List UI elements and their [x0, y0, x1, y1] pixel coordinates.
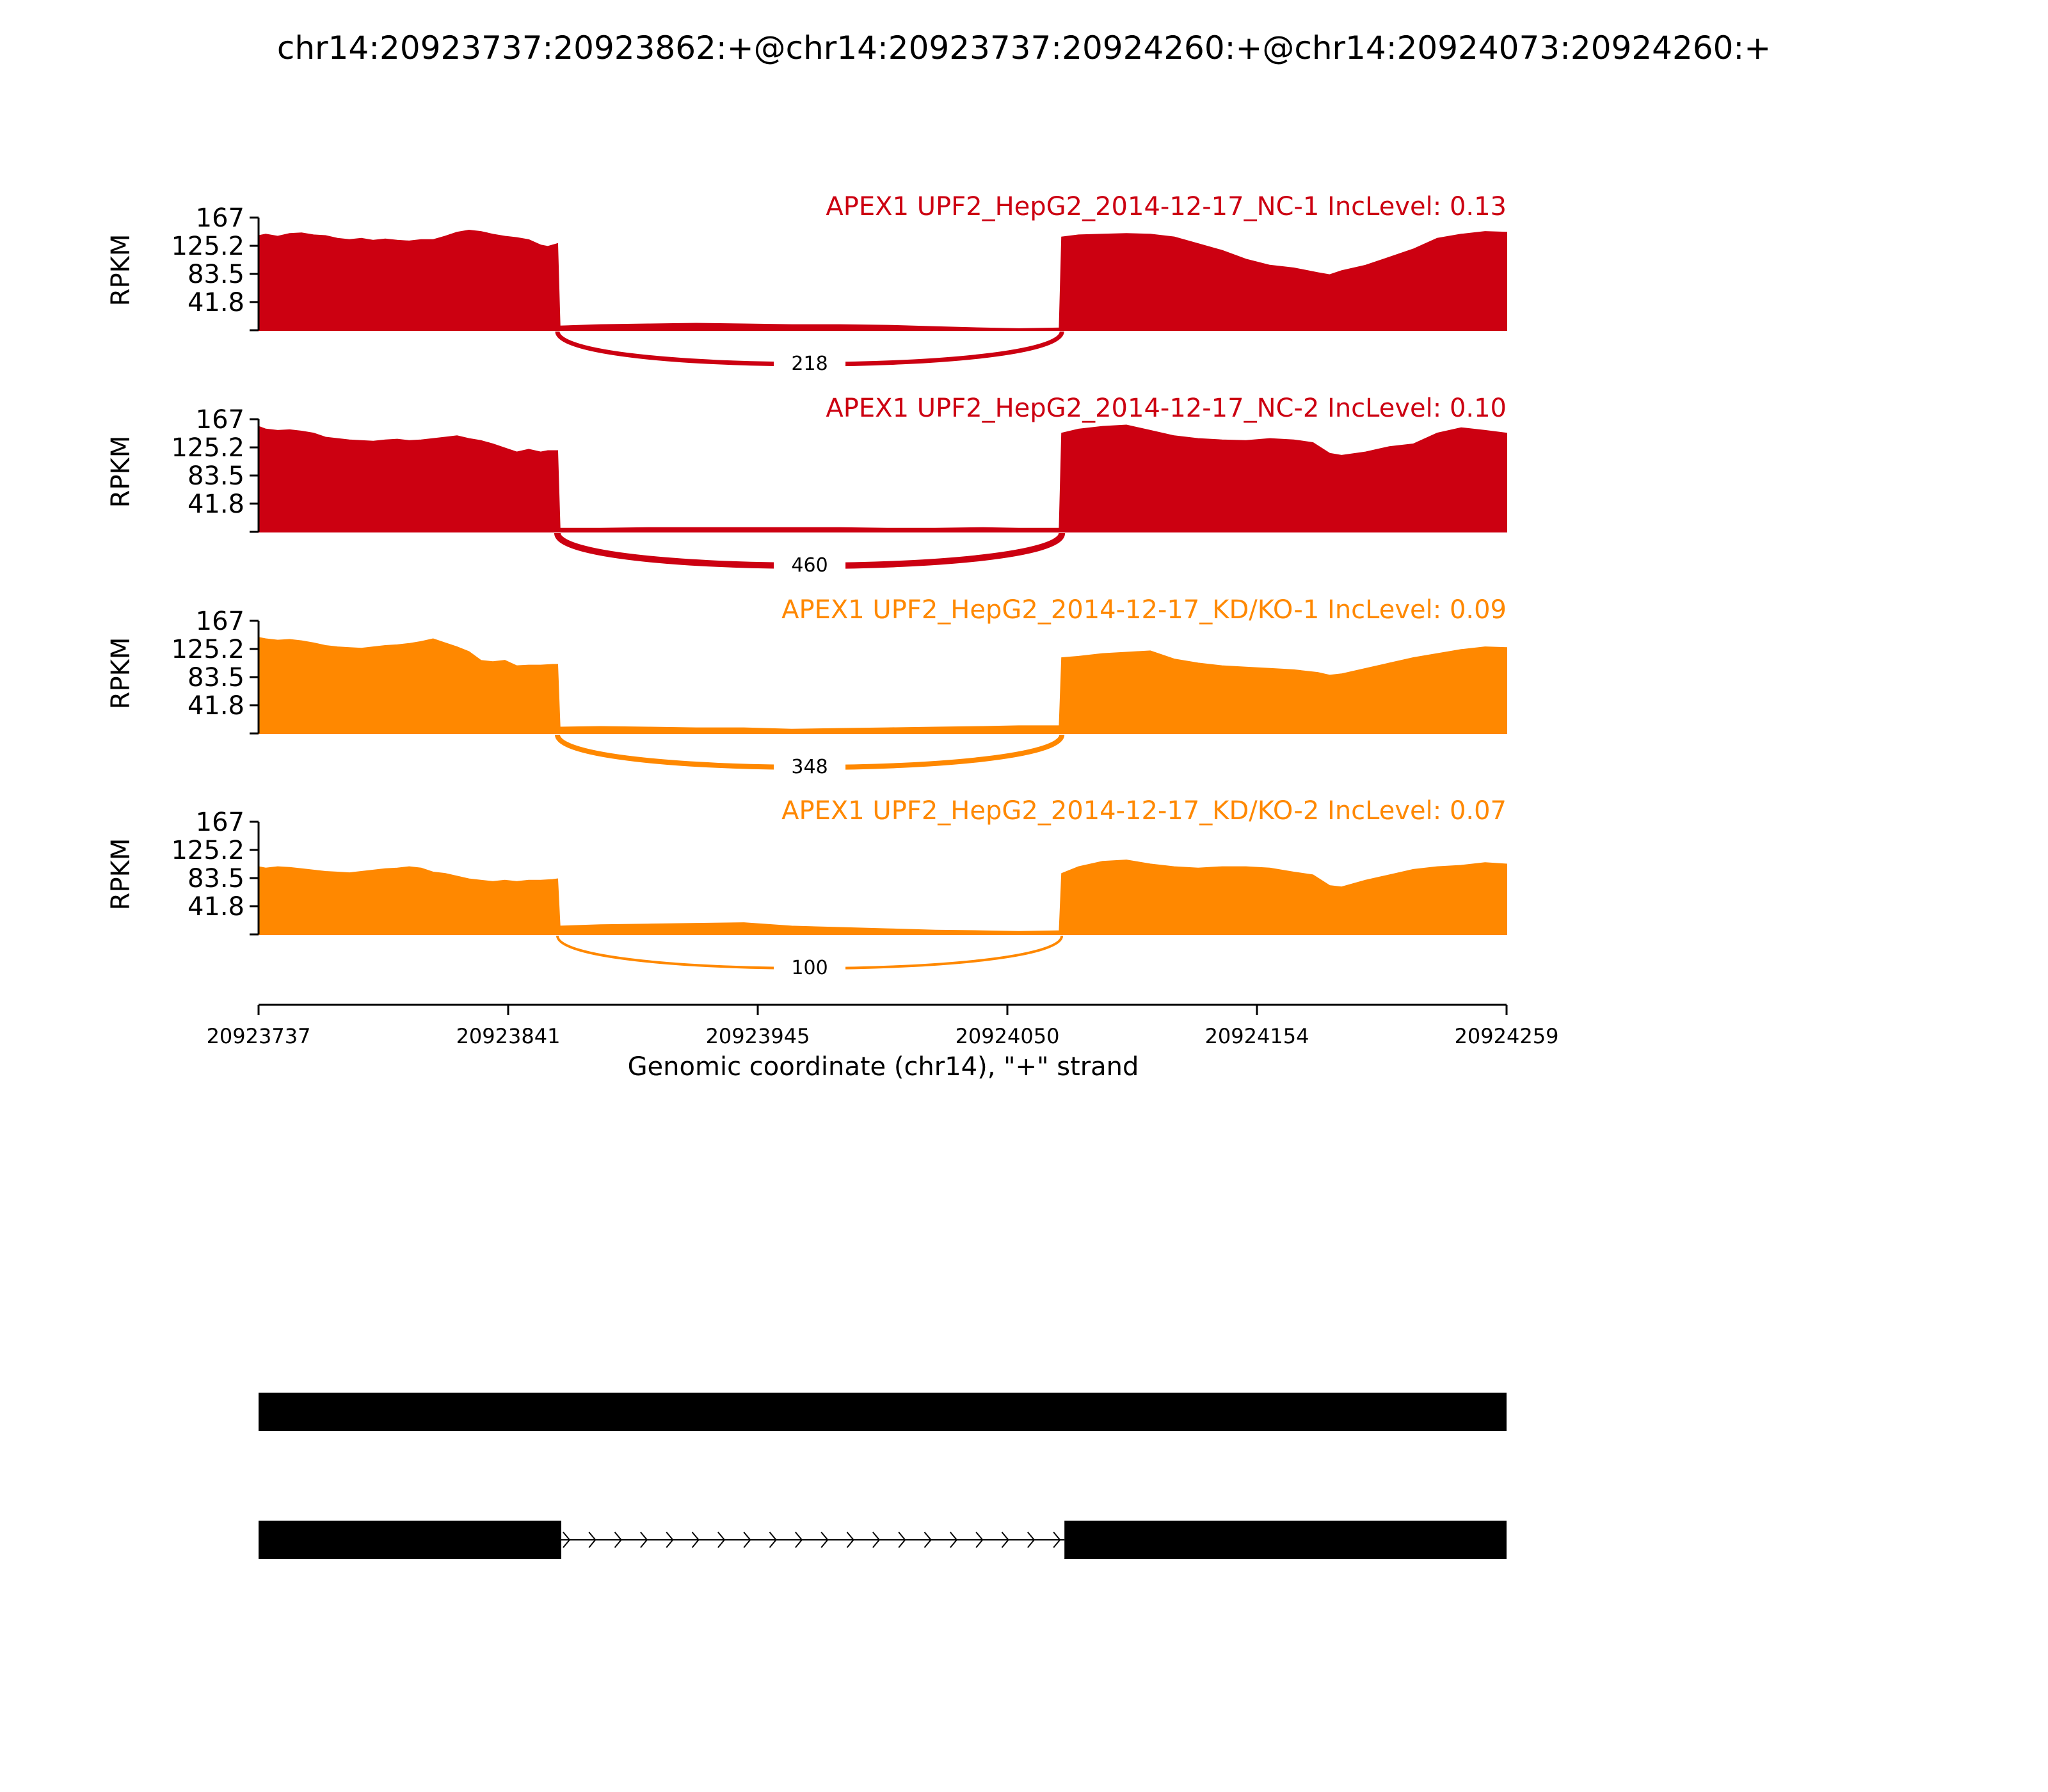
x-axis: 20923737 20923841 20923945 20924050 20924154…	[207, 1004, 1559, 1048]
sample-label: APEX1 UPF2_HepG2_2014-12-17_KD/KO-2 IncL…	[781, 796, 1507, 826]
y-tick-label: 83.5	[188, 864, 244, 893]
x-tick-label: 20923841	[456, 1024, 561, 1048]
gene-model	[259, 1393, 1507, 1559]
sample-label: APEX1 UPF2_HepG2_2014-12-17_NC-1 IncLeve…	[826, 192, 1507, 221]
junction-count: 218	[791, 353, 828, 375]
coverage-area	[258, 860, 1507, 935]
y-axis-label: RPKM	[106, 637, 136, 710]
x-axis-label: Genomic coordinate (chr14), "+" strand	[628, 1052, 1139, 1082]
strand-arrow	[666, 1532, 674, 1548]
isoform-bar-full	[259, 1393, 1507, 1431]
chart-title: chr14:20923737:20923862:+@chr14:20923737…	[277, 29, 1771, 67]
coverage-area	[258, 424, 1507, 532]
strand-arrow	[872, 1532, 881, 1548]
y-tick-label: 41.8	[188, 691, 244, 721]
y-tick-label: 125.2	[171, 433, 244, 463]
y-tick-label: 83.5	[188, 461, 244, 491]
y-tick-label: 41.8	[188, 490, 244, 519]
y-tick-label: 83.5	[188, 260, 244, 289]
y-tick-label: 125.2	[171, 635, 244, 664]
y-tick-label: 167	[196, 204, 244, 233]
strand-arrow	[563, 1532, 571, 1548]
strand-arrow	[717, 1532, 726, 1548]
y-axis-label: RPKM	[106, 436, 136, 508]
strand-arrow	[588, 1532, 596, 1548]
strand-arrow	[898, 1532, 906, 1548]
y-axis-label: RPKM	[106, 234, 136, 307]
strand-arrow	[1053, 1532, 1061, 1548]
sample-label: APEX1 UPF2_HepG2_2014-12-17_KD/KO-1 IncL…	[781, 595, 1507, 625]
strand-arrow	[924, 1532, 932, 1548]
x-tick-label: 20924154	[1205, 1024, 1309, 1048]
junction-count: 460	[791, 554, 828, 577]
strand-arrow	[975, 1532, 984, 1548]
strand-arrow	[950, 1532, 958, 1548]
exon-block	[259, 1521, 561, 1559]
strand-arrow	[614, 1532, 622, 1548]
y-tick-label: 167	[196, 808, 244, 837]
y-tick-label: 125.2	[171, 232, 244, 261]
y-tick-label: 167	[196, 607, 244, 636]
strand-arrow	[743, 1532, 751, 1548]
x-tick-label: 20924259	[1455, 1024, 1559, 1048]
junction-count-box	[774, 751, 846, 780]
y-tick-label: 167	[196, 405, 244, 435]
sample-label: APEX1 UPF2_HepG2_2014-12-17_NC-2 IncLeve…	[826, 394, 1507, 423]
strand-arrow	[1001, 1532, 1009, 1548]
coverage-area	[258, 229, 1507, 331]
junction-count-box	[774, 348, 846, 376]
strand-arrow	[640, 1532, 648, 1548]
strand-arrow	[1027, 1532, 1036, 1548]
strand-arrow	[795, 1532, 803, 1548]
exon-block	[1064, 1521, 1507, 1559]
junction-count: 100	[791, 957, 828, 979]
x-tick-label: 20923945	[706, 1024, 810, 1048]
coverage-area	[258, 637, 1507, 734]
junction-count-box	[774, 952, 846, 980]
x-tick-label: 20924050	[956, 1024, 1060, 1048]
y-tick-label: 83.5	[188, 663, 244, 692]
y-axis-label: RPKM	[106, 838, 136, 911]
y-tick-label: 41.8	[188, 892, 244, 922]
strand-arrow	[691, 1532, 700, 1548]
junction-count-box	[774, 550, 846, 578]
x-tick-label: 20923737	[207, 1024, 311, 1048]
strand-arrow	[769, 1532, 777, 1548]
junction-count: 348	[791, 756, 828, 778]
strand-arrow	[820, 1532, 829, 1548]
y-tick-label: 125.2	[171, 836, 244, 865]
y-tick-label: 41.8	[188, 288, 244, 317]
strand-arrow	[846, 1532, 854, 1548]
